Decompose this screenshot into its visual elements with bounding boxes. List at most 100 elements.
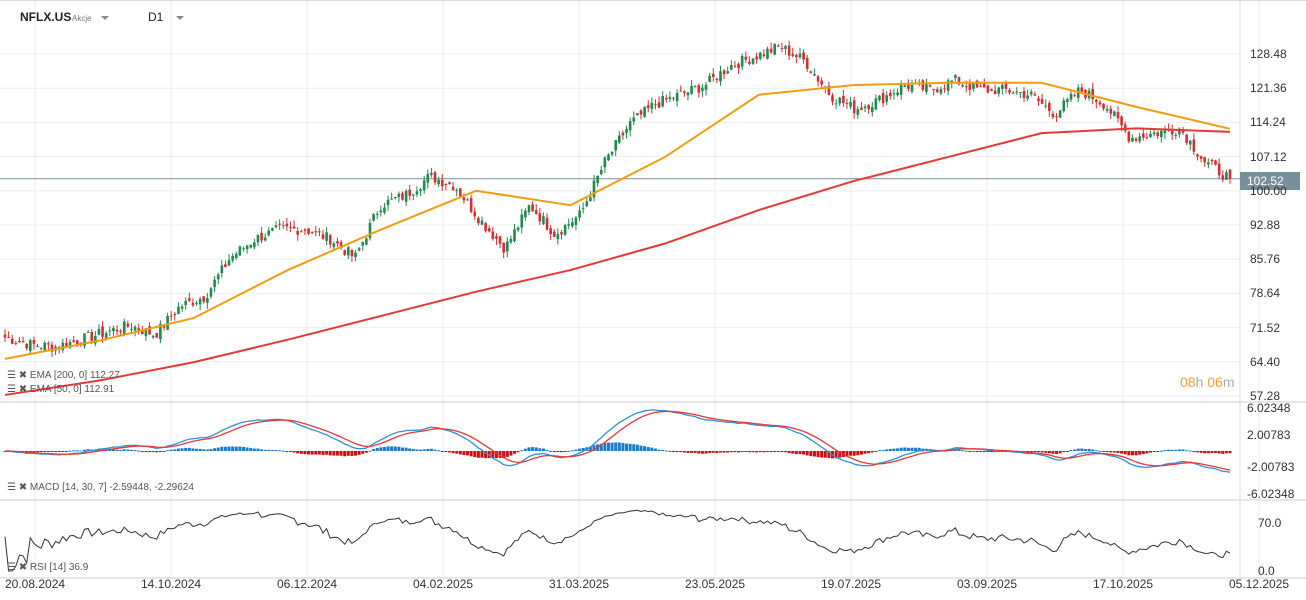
macd-histogram-bar — [534, 447, 538, 451]
macd-axis-label: -6.02348 — [1247, 487, 1295, 501]
macd-histogram-bar — [1080, 448, 1084, 451]
candle-body — [415, 191, 419, 195]
close-icon[interactable]: ✖ — [18, 482, 28, 493]
macd-histogram-bar — [780, 451, 784, 453]
legend-rsi[interactable]: ☰ ✖ RSI [14] 36.9 — [7, 562, 89, 573]
candle-body — [101, 326, 104, 337]
candle-body — [556, 234, 560, 240]
symbol-dropdown-icon[interactable] — [101, 16, 109, 20]
macd-histogram-bar — [245, 447, 249, 451]
candle-body — [271, 228, 274, 231]
candle-body — [227, 260, 231, 266]
close-icon[interactable]: ✖ — [18, 384, 28, 395]
macd-histogram-bar — [614, 442, 618, 451]
candle-body — [401, 193, 404, 200]
macd-histogram-bar — [917, 447, 921, 451]
candle-body — [198, 298, 202, 305]
legend-macd[interactable]: ☰ ✖ MACD [14, 30, 7] -2.59448, -2.29624 — [7, 482, 194, 493]
candle-body — [469, 197, 473, 212]
candle-body — [307, 228, 310, 234]
candle-body — [263, 237, 267, 241]
candle-body — [733, 65, 737, 67]
candle-body — [697, 85, 701, 93]
legend-ema50[interactable]: ☰ ✖ EMA [50, 0] 112.91 — [7, 384, 115, 395]
candle-body — [491, 231, 495, 239]
macd-histogram-bar — [72, 450, 76, 452]
candle-body — [668, 96, 672, 100]
macd-histogram-bar — [137, 450, 141, 452]
macd-histogram-bar — [400, 447, 404, 451]
candle-body — [343, 250, 346, 255]
macd-histogram-bar — [126, 449, 130, 451]
macd-histogram-bar — [223, 446, 227, 451]
legend-ema200[interactable]: ☰ ✖ EMA [200, 0] 112.27 — [7, 370, 120, 381]
candle-body — [867, 105, 870, 110]
macd-histogram-bar — [545, 449, 549, 451]
macd-histogram-bar — [971, 450, 975, 452]
symbol-label[interactable]: NFLX.US — [20, 10, 72, 24]
candle-body — [737, 63, 740, 69]
macd-histogram-bar — [169, 449, 173, 451]
candle-body — [10, 338, 14, 344]
settings-icon[interactable]: ☰ — [7, 482, 16, 493]
candle-body — [187, 298, 191, 301]
macd-histogram-bar — [1112, 451, 1116, 453]
macd-histogram-bar — [498, 451, 502, 458]
macd-histogram-bar — [260, 449, 264, 451]
close-icon[interactable]: ✖ — [18, 562, 28, 573]
candle-body — [1001, 84, 1004, 89]
macd-histogram-bar — [382, 447, 386, 451]
close-icon[interactable]: ✖ — [18, 370, 28, 381]
candle-body — [1102, 103, 1105, 109]
candle-body — [1149, 133, 1152, 138]
macd-histogram-bar — [166, 450, 170, 452]
candle-body — [361, 242, 365, 246]
rsi-axis-label: 70.0 — [1258, 516, 1282, 530]
candle-body — [567, 224, 571, 226]
settings-icon[interactable]: ☰ — [7, 384, 16, 395]
candle-body — [1004, 83, 1008, 89]
macd-histogram-bar — [744, 451, 748, 452]
candle-body — [820, 80, 823, 85]
candle-body — [1015, 91, 1019, 93]
candle-body — [1228, 169, 1232, 179]
macd-histogram-bar — [256, 448, 260, 451]
macd-histogram-bar — [1065, 451, 1069, 452]
macd-histogram-bar — [990, 451, 994, 452]
macd-histogram-bar — [776, 451, 780, 452]
macd-histogram-bar — [881, 450, 885, 452]
candle-body — [86, 331, 90, 333]
macd-histogram-bar — [144, 451, 148, 452]
candle-body — [574, 217, 578, 225]
candle-body — [75, 340, 79, 345]
macd-histogram-bar — [227, 446, 231, 451]
settings-icon[interactable]: ☰ — [7, 562, 16, 573]
candle-body — [328, 235, 332, 245]
candle-body — [1008, 89, 1011, 93]
macd-axis-label: 2.00783 — [1247, 428, 1291, 442]
macd-histogram-bar — [1217, 451, 1221, 454]
candle-body — [997, 87, 1001, 94]
candle-body — [357, 248, 361, 251]
settings-icon[interactable]: ☰ — [7, 370, 16, 381]
candle-body — [961, 84, 964, 87]
candle-body — [1048, 103, 1051, 111]
macd-histogram-bar — [1026, 451, 1030, 453]
macd-histogram-bar — [672, 451, 676, 452]
macd-histogram-bar — [1156, 451, 1160, 452]
macd-histogram-bar — [64, 451, 68, 452]
macd-histogram-bar — [726, 451, 730, 453]
macd-histogram-bar — [466, 451, 470, 456]
candle-body — [195, 302, 198, 304]
candle-body — [650, 102, 654, 109]
candle-body — [430, 172, 433, 175]
timeframe-label[interactable]: D1 — [148, 10, 164, 24]
macd-histogram-bar — [458, 451, 462, 455]
candle-body — [408, 189, 412, 196]
macd-histogram-bar — [57, 451, 61, 452]
timeframe-dropdown-icon[interactable] — [176, 16, 184, 20]
candle-body — [1094, 99, 1098, 103]
macd-histogram-bar — [1210, 451, 1214, 454]
